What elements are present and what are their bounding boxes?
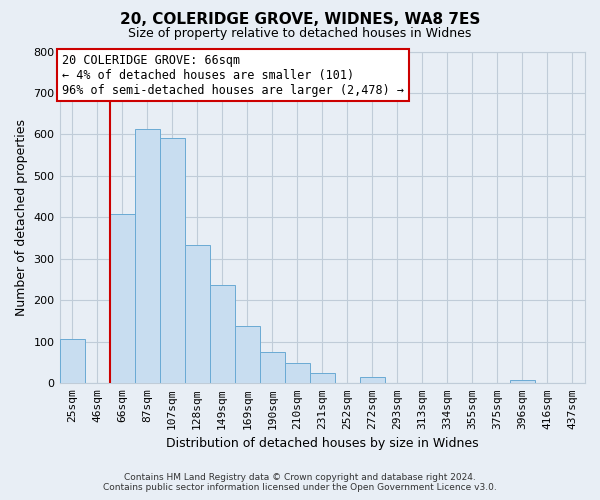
Bar — [260, 352, 285, 384]
Bar — [235, 326, 260, 384]
Bar — [285, 363, 310, 384]
Text: 20, COLERIDGE GROVE, WIDNES, WA8 7ES: 20, COLERIDGE GROVE, WIDNES, WA8 7ES — [120, 12, 480, 28]
Bar — [185, 245, 209, 384]
Bar — [110, 214, 134, 384]
Bar — [360, 376, 385, 384]
Bar — [310, 372, 335, 384]
X-axis label: Distribution of detached houses by size in Widnes: Distribution of detached houses by size … — [166, 437, 479, 450]
Bar — [160, 138, 185, 384]
Bar — [134, 128, 160, 384]
Text: Size of property relative to detached houses in Widnes: Size of property relative to detached ho… — [128, 28, 472, 40]
Bar — [510, 380, 535, 384]
Y-axis label: Number of detached properties: Number of detached properties — [15, 119, 28, 316]
Text: Contains HM Land Registry data © Crown copyright and database right 2024.
Contai: Contains HM Land Registry data © Crown c… — [103, 473, 497, 492]
Bar — [59, 339, 85, 384]
Text: 20 COLERIDGE GROVE: 66sqm
← 4% of detached houses are smaller (101)
96% of semi-: 20 COLERIDGE GROVE: 66sqm ← 4% of detach… — [62, 54, 404, 96]
Bar — [209, 285, 235, 384]
